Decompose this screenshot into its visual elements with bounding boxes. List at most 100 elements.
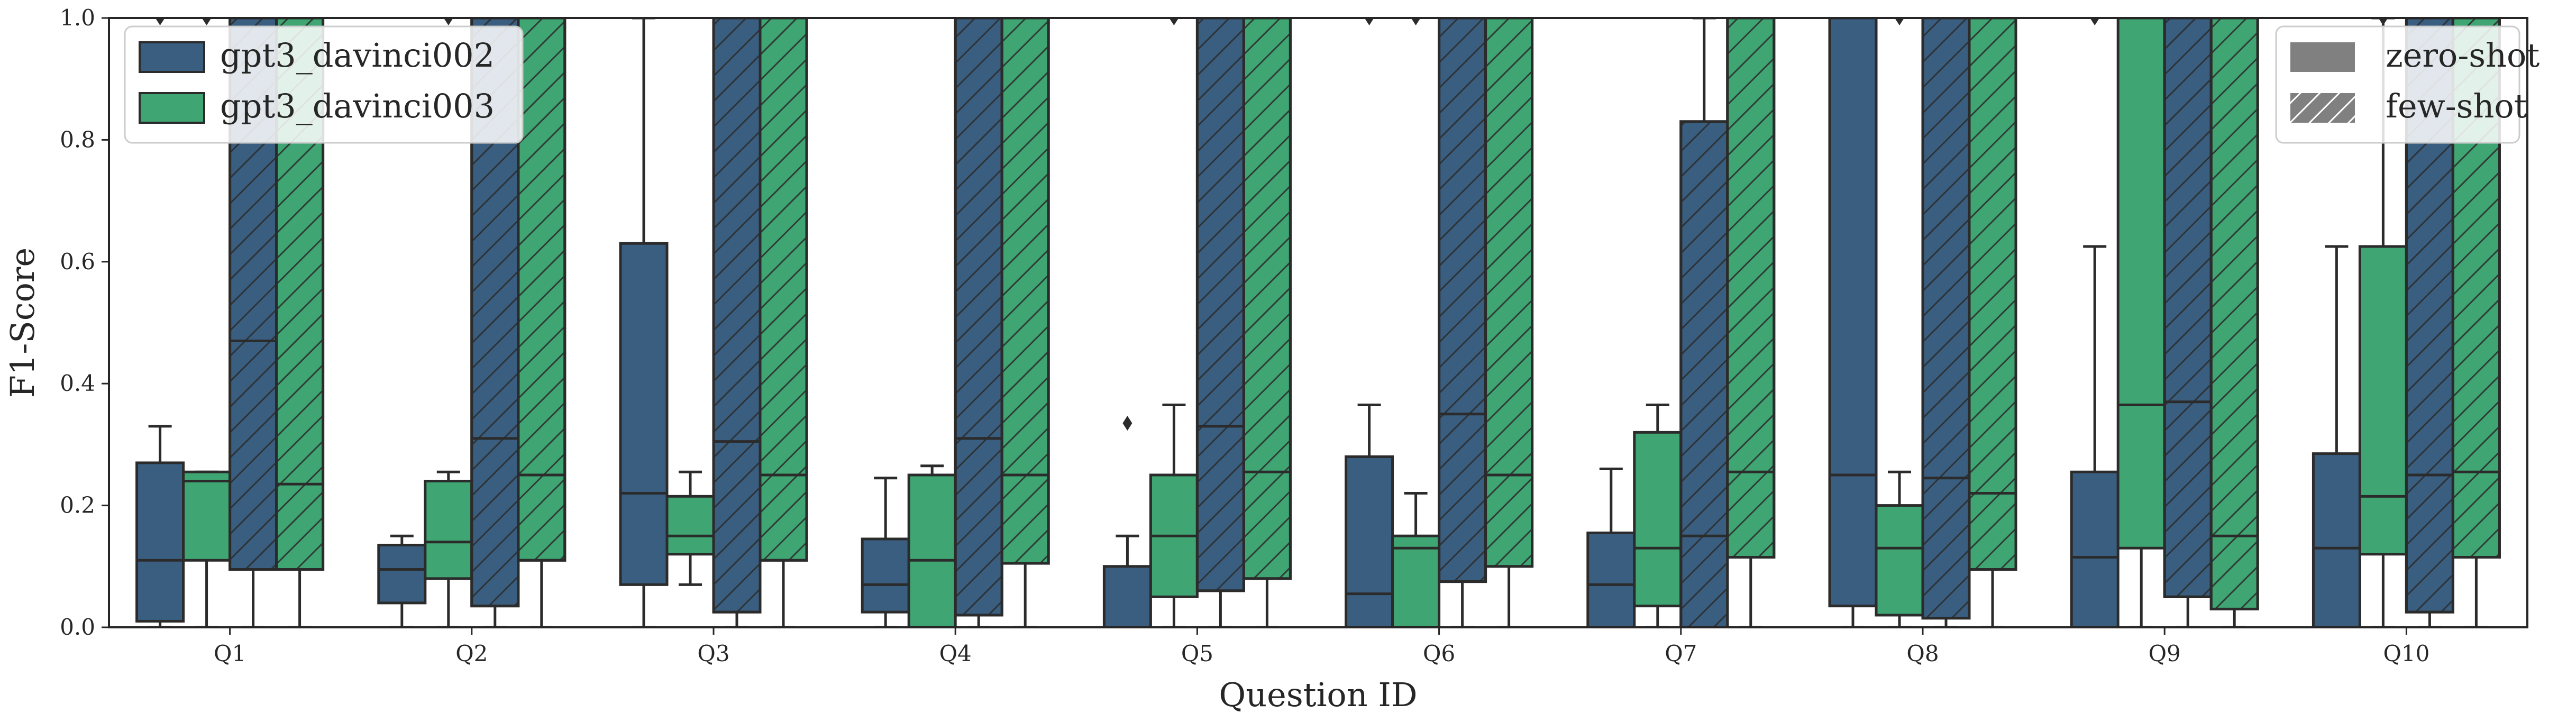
box-Q4-gpt3_davinci002-few-shot — [954, 18, 1003, 627]
box-outline — [275, 18, 325, 571]
outlier-marker — [2090, 18, 2100, 25]
y-tick-label: 0.2 — [60, 492, 95, 518]
legend-swatch — [139, 41, 205, 73]
box-body — [1828, 18, 1878, 608]
box-body — [2116, 18, 2166, 550]
box-outline — [1242, 18, 1292, 580]
box-Q8-gpt3_davinci002-zero-shot — [1828, 18, 1878, 627]
box-hatch — [2164, 18, 2212, 597]
x-tick-label: Q7 — [1665, 641, 1697, 666]
box-Q6-gpt3_davinci003-zero-shot — [1391, 18, 1441, 627]
x-tick-label: Q1 — [214, 641, 246, 666]
box-body — [2358, 245, 2408, 556]
box-Q10-gpt3_davinci002-zero-shot — [2312, 245, 2361, 627]
box-hatch — [518, 18, 565, 561]
box-body — [861, 537, 910, 614]
box-body — [182, 470, 232, 562]
box-Q9-gpt3_davinci002-few-shot — [2163, 18, 2213, 627]
box-hatch — [1439, 18, 1486, 582]
box-Q8-gpt3_davinci003-few-shot — [1968, 18, 2017, 627]
y-tick-label: 0.6 — [60, 249, 95, 275]
box-Q7-gpt3_davinci002-few-shot — [1679, 18, 1729, 627]
legend-label: few-shot — [2386, 87, 2527, 125]
legend-swatch — [2290, 42, 2355, 72]
box-Q7-gpt3_davinci002-zero-shot — [1586, 467, 1636, 627]
outlier-marker — [1122, 416, 1132, 431]
x-axis-label: Question ID — [1219, 675, 1417, 714]
box-body — [619, 242, 669, 586]
box-outline — [1968, 18, 2017, 571]
x-tick-label: Q4 — [939, 641, 972, 666]
box-hatch — [1485, 18, 1532, 566]
x-tick-label: Q2 — [455, 641, 488, 666]
outlier-marker — [155, 18, 165, 25]
box-Q5-gpt3_davinci002-few-shot — [1195, 18, 1245, 627]
outlier-marker — [2378, 18, 2388, 25]
box-Q1-gpt3_davinci002-zero-shot — [135, 18, 185, 627]
box-hatch — [1197, 18, 1244, 591]
box-body — [665, 495, 715, 556]
x-tick-label: Q3 — [697, 641, 729, 666]
x-tick-label: Q8 — [1906, 641, 1939, 666]
box-hatch — [714, 18, 760, 613]
box-Q9-gpt3_davinci003-few-shot — [2209, 18, 2259, 627]
box-outline — [759, 18, 808, 562]
legend-label: gpt3_davinci002 — [220, 36, 495, 75]
x-tick-label: Q9 — [2149, 641, 2181, 666]
box-body — [377, 543, 427, 605]
outlier-marker — [443, 18, 453, 25]
y-tick-label: 1.0 — [60, 5, 95, 31]
box-Q6-gpt3_davinci002-zero-shot — [1345, 18, 1394, 627]
box-body — [907, 473, 957, 627]
box-Q3-gpt3_davinci002-zero-shot — [619, 18, 669, 627]
box-Q9-gpt3_davinci003-zero-shot — [2116, 18, 2166, 627]
box-body — [1391, 534, 1441, 627]
box-hatch — [1244, 18, 1291, 579]
box-hatch — [2211, 18, 2258, 609]
box-Q7-gpt3_davinci003-few-shot — [1726, 18, 1776, 627]
box-Q6-gpt3_davinci003-few-shot — [1484, 18, 1534, 627]
outlier-marker — [1364, 18, 1374, 25]
box-Q1-gpt3_davinci003-zero-shot — [182, 18, 232, 627]
y-tick-label: 0.4 — [60, 370, 95, 396]
box-outline — [517, 18, 567, 562]
box-Q10-gpt3_davinci003-zero-shot — [2358, 18, 2408, 627]
box-body — [2070, 470, 2120, 627]
x-tick-label: Q6 — [1423, 641, 1455, 666]
outlier-marker — [202, 18, 212, 25]
box-hatch — [1002, 18, 1049, 564]
box-outline — [2451, 18, 2501, 559]
box-Q4-gpt3_davinci003-zero-shot — [907, 464, 957, 627]
box-body — [1586, 531, 1636, 627]
box-outline — [2209, 18, 2259, 610]
box-hatch — [955, 18, 1002, 615]
box-Q6-gpt3_davinci002-few-shot — [1438, 18, 1487, 627]
box-body — [1345, 455, 1394, 627]
box-outline — [1726, 18, 1776, 559]
box-body — [424, 480, 473, 580]
box-outline — [1484, 18, 1534, 568]
box-hatch — [760, 18, 807, 561]
box-Q3-gpt3_davinci003-zero-shot — [665, 470, 715, 586]
legend-setting: zero-shot few-shot — [2275, 25, 2540, 144]
axes: 0.0 0.2 0.4 0.6 0.8 1.0 Q1 Q2 Q3 Q4 Q5 Q6 Q7 Q8 Q9 Q10 — [60, 5, 2429, 666]
box-Q3-gpt3_davinci003-few-shot — [759, 18, 808, 627]
legend-swatch-hatch — [2290, 93, 2355, 123]
legend-label: zero-shot — [2386, 36, 2540, 75]
box-Q2-gpt3_davinci002-zero-shot — [377, 534, 427, 627]
x-tick-label: Q10 — [2383, 641, 2429, 666]
box-hatch — [1923, 18, 1969, 618]
box-Q8-gpt3_davinci002-few-shot — [1921, 18, 1971, 627]
box-body — [1102, 565, 1152, 627]
box-Q5-gpt3_davinci003-zero-shot — [1149, 18, 1199, 627]
box-body — [1633, 431, 1683, 608]
box-hatch — [1969, 18, 2016, 570]
box-Q4-gpt3_davinci003-few-shot — [1000, 18, 1050, 627]
x-tick-label: Q5 — [1181, 641, 1213, 666]
plot-frame — [108, 17, 2528, 628]
box-outline — [1000, 18, 1050, 565]
outlier-marker — [1411, 18, 1421, 25]
box-Q8-gpt3_davinci003-zero-shot — [1875, 18, 1924, 627]
outlier-marker — [1169, 18, 1179, 25]
